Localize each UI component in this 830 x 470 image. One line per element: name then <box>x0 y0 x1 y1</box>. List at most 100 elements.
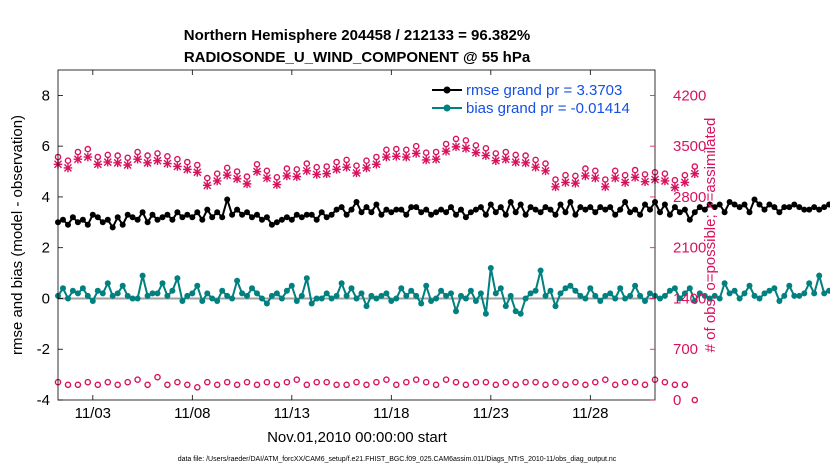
point-bias <box>602 292 609 299</box>
point-rmse <box>313 216 320 223</box>
marker-possible <box>174 155 181 163</box>
point-rmse <box>666 211 673 218</box>
marker-possible <box>422 149 430 156</box>
marker-possible-bottom <box>84 378 92 386</box>
point-bias <box>254 290 260 297</box>
point-bias <box>761 290 768 297</box>
marker-possible-bottom <box>174 378 181 386</box>
point-bias <box>393 295 400 302</box>
point-rmse <box>502 211 509 218</box>
marker-possible <box>482 144 490 152</box>
marker-assimilated <box>232 174 242 184</box>
marker-possible <box>452 135 460 143</box>
marker-assimilated <box>352 168 361 178</box>
point-bias <box>691 298 698 304</box>
point-rmse <box>448 204 454 211</box>
point-rmse <box>781 204 788 211</box>
point-bias <box>806 280 813 287</box>
marker-possible-bottom <box>512 381 520 389</box>
point-rmse <box>716 201 723 208</box>
point-bias <box>104 280 111 287</box>
marker-possible <box>293 166 301 173</box>
marker-possible <box>392 145 400 153</box>
marker-possible <box>363 157 370 164</box>
point-rmse <box>622 199 629 205</box>
marker-assimilated <box>630 173 640 182</box>
x-axis-ticks: 11/03 11/08 11/13 11/18 11/23 11/28 <box>75 70 609 422</box>
point-rmse <box>174 209 181 216</box>
marker-assimilated <box>421 155 431 165</box>
marker-possible-bottom <box>64 381 72 389</box>
point-bias <box>547 287 554 294</box>
marker-possible-bottom <box>333 381 340 389</box>
point-rmse <box>721 209 728 216</box>
point-rmse <box>204 206 211 213</box>
marker-possible <box>164 152 171 160</box>
marker-possible <box>223 164 231 172</box>
point-rmse <box>681 206 688 213</box>
marker-assimilated <box>431 154 441 164</box>
point-rmse <box>433 209 440 216</box>
point-bias <box>149 290 156 297</box>
marker-assimilated <box>411 149 421 158</box>
point-bias <box>79 285 86 292</box>
marker-possible-bottom <box>502 378 510 386</box>
point-rmse <box>288 216 295 223</box>
marker-possible <box>124 154 131 162</box>
point-rmse <box>532 206 539 213</box>
point-rmse <box>676 209 683 216</box>
marker-possible <box>383 146 390 154</box>
point-rmse <box>587 204 594 211</box>
marker-possible <box>562 171 569 179</box>
point-bias <box>214 298 221 304</box>
point-rmse <box>696 204 703 211</box>
marker-possible <box>592 167 599 175</box>
point-rmse <box>149 211 156 218</box>
y-axis-right-ticks: 0 700 1400 2100 2800 3500 4200 <box>650 87 706 409</box>
point-bias <box>69 287 76 294</box>
point-rmse <box>771 204 778 211</box>
y2-axis-label: # of obs: o=possible; ×=assimilated <box>702 118 719 353</box>
point-rmse <box>318 209 325 216</box>
point-rmse <box>567 199 574 205</box>
point-bias <box>84 292 91 299</box>
marker-assimilated <box>551 182 560 192</box>
point-bias <box>676 295 683 302</box>
marker-assimilated <box>660 176 670 186</box>
marker-possible-bottom <box>552 378 559 386</box>
marker-possible-bottom <box>94 381 102 389</box>
point-rmse <box>169 216 176 223</box>
point-rmse <box>239 211 246 218</box>
marker-possible <box>183 158 191 166</box>
marker-assimilated <box>342 162 351 172</box>
marker-possible-bottom <box>263 378 271 386</box>
y2-tick-label: 2800 <box>673 189 706 206</box>
marker-assimilated <box>451 142 461 152</box>
point-bias <box>492 290 499 297</box>
marker-assimilated <box>511 157 520 167</box>
point-rmse <box>458 206 464 213</box>
point-rmse <box>84 221 91 228</box>
point-bias <box>686 285 693 292</box>
point-bias <box>816 272 823 279</box>
point-rmse <box>358 209 365 216</box>
point-bias <box>204 290 211 297</box>
point-bias <box>418 300 425 307</box>
point-rmse <box>761 206 768 213</box>
point-bias <box>373 295 380 302</box>
point-bias <box>154 290 161 297</box>
point-rmse <box>438 206 445 213</box>
marker-possible-bottom <box>402 378 410 386</box>
marker-possible-bottom <box>243 378 251 386</box>
marker-possible <box>572 172 579 180</box>
marker-possible-bottom <box>134 376 141 384</box>
point-bias <box>681 290 688 297</box>
point-bias <box>661 292 668 299</box>
marker-possible-bottom <box>462 381 470 389</box>
point-rmse <box>179 214 186 221</box>
marker-assimilated <box>441 146 451 156</box>
point-rmse <box>691 209 698 216</box>
point-rmse <box>617 206 624 213</box>
point-rmse <box>552 211 559 218</box>
marker-possible-bottom <box>522 378 529 386</box>
